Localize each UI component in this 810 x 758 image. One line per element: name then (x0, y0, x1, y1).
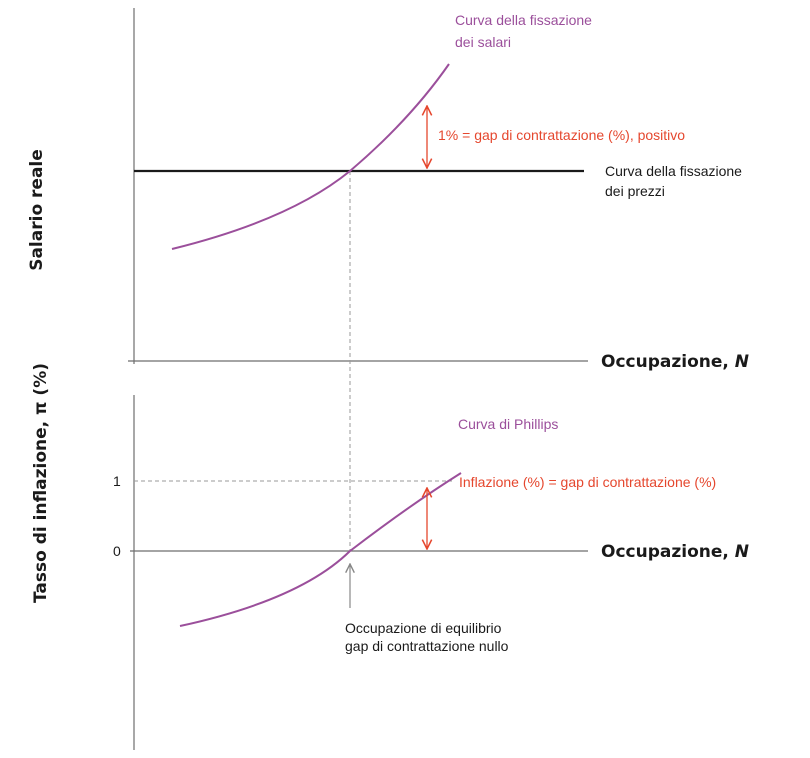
wage-curve-label-line1: Curva della fissazione (455, 12, 592, 28)
bottom-panel: 1 0 Curva di Phillips Inflazione (%) = g… (31, 363, 749, 750)
wage-curve-label-line2: dei salari (455, 34, 511, 50)
price-curve-label: Curva della fissazione dei prezzi (605, 163, 746, 199)
top-panel: Curva della fissazione dei salari 1% = g… (27, 8, 749, 551)
top-y-axis-label: Salario reale (27, 149, 47, 271)
phillips-curve-label: Curva di Phillips (458, 416, 558, 432)
bottom-y-axis-label: Tasso di inflazione, π (%) (31, 363, 51, 603)
equilibrium-label: Occupazione di equilibrio gap di contrat… (345, 620, 509, 654)
top-gap-label: 1% = gap di contrattazione (%), positivo (438, 127, 685, 143)
bottom-gap-label: Inflazione (%) = gap di contrattazione (… (459, 474, 716, 490)
wage-curve-label: Curva della fissazione dei salari (455, 12, 596, 50)
equilibrium-label-line1: Occupazione di equilibrio (345, 620, 502, 636)
top-x-axis-label: Occupazione, N (601, 352, 749, 372)
price-curve-label-line1: Curva della fissazione (605, 163, 742, 179)
phillips-curve (179, 472, 462, 627)
bottom-x-axis-label: Occupazione, N (601, 542, 749, 562)
tick-1: 1 (113, 473, 121, 489)
tick-0: 0 (113, 543, 121, 559)
wage-setting-curve (171, 63, 450, 250)
price-curve-label-line2: dei prezzi (605, 183, 665, 199)
equilibrium-label-line2: gap di contrattazione nullo (345, 638, 509, 654)
